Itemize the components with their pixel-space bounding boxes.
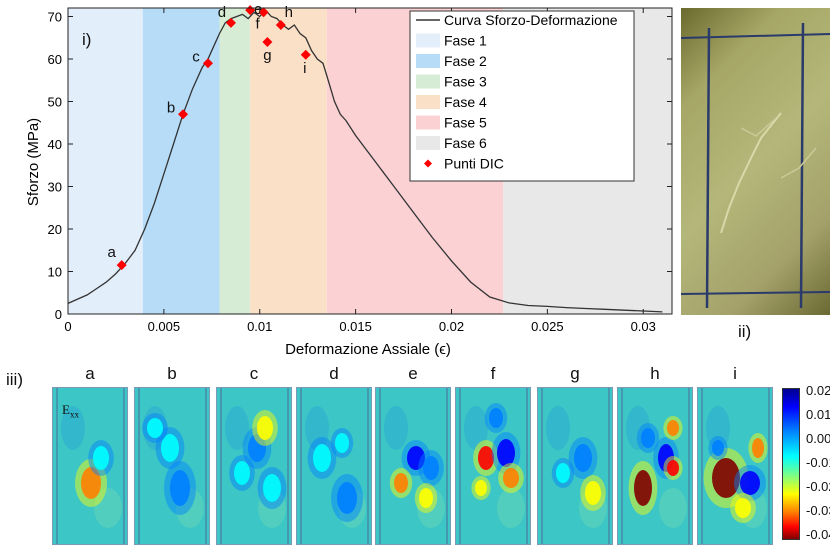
y-tick-label: 30 (48, 180, 62, 195)
panel-label-iii: iii) (6, 370, 23, 389)
legend-box (409, 10, 635, 182)
dic-map-letter-h: h (650, 364, 660, 383)
dic-map-letter-g: g (570, 364, 580, 383)
legend-label-dic: Punti DIC (444, 156, 504, 172)
plot-frame (67, 7, 673, 315)
legend-swatch-phase-6 (416, 136, 440, 150)
dic-map-letter-b: b (167, 364, 177, 383)
exx-sub: xx (69, 409, 79, 420)
dic-map-i (697, 387, 773, 545)
legend-label-phase-1: Fase 1 (444, 33, 487, 49)
x-tick-label: 0 (64, 319, 71, 334)
y-tick-label: 70 (48, 10, 62, 25)
dic-map-letter-i: i (733, 364, 737, 383)
dic-point-label-d: d (218, 4, 226, 21)
phase-band-3 (219, 8, 251, 314)
x-tick-label: 0.01 (247, 319, 272, 334)
stress-strain-curve (67, 9, 663, 313)
legend-swatch-phase-1 (416, 33, 440, 48)
dic-map-letter-e: e (408, 364, 418, 383)
colorbar-tick-label: 0.00 (806, 431, 830, 446)
curve-layer (67, 9, 663, 313)
dic-point-b (178, 109, 189, 120)
phase-band-1 (68, 8, 143, 314)
dic-map-a (52, 387, 128, 545)
specimen-photo (681, 8, 830, 315)
x-tick-label: 0.015 (339, 319, 372, 334)
y-axis-label: Sforzo (MPa) (25, 118, 42, 206)
y-tick-label: 50 (48, 95, 62, 110)
dic-map-letter-f: f (490, 364, 496, 383)
dic-point-g (262, 37, 273, 47)
dic-points-layer: a b c d efg h i (108, 1, 311, 271)
y-tick-label: 0 (55, 307, 62, 322)
legend-swatch-phase-5 (416, 115, 440, 130)
x-tick-label: 0.025 (531, 319, 564, 334)
x-tick-label: 0.03 (631, 319, 656, 334)
panel-label-i: i) (82, 30, 92, 49)
dic-map-letter-d: d (329, 364, 339, 383)
x-tick-label: 0.005 (148, 319, 181, 334)
dic-point-c (202, 58, 213, 69)
dic-point-f (258, 7, 269, 18)
colorbar (782, 388, 800, 540)
dic-point-i (300, 49, 311, 60)
y-tick-label: 20 (48, 222, 62, 237)
dic-point-a (116, 260, 127, 271)
dic-map-letter-c: c (249, 364, 259, 383)
panel-label-ii: ii) (738, 322, 752, 341)
dic-map-c (216, 387, 292, 545)
legend-swatch-dic (424, 159, 432, 168)
dic-point-label-e: e (254, 1, 262, 18)
dic-map-b (134, 387, 210, 545)
dic-map-e (375, 387, 451, 545)
dic-point-label-h: h (285, 4, 293, 21)
x-tick-label: 0.02 (439, 319, 464, 334)
legend: Curva Sforzo-Deformazione Fase 1 Fase 2 Fas… (409, 10, 635, 182)
dic-point-d (225, 17, 236, 28)
dic-map-g (537, 387, 613, 545)
legend-label-curve: Curva Sforzo-Deformazione (444, 12, 618, 28)
y-tick-label: 40 (48, 137, 62, 152)
phase-band-4 (250, 8, 327, 314)
colorbar-tick-label: 0.01 (806, 407, 830, 422)
dic-point-label-g: g (263, 47, 271, 64)
exx-main: E (62, 402, 70, 417)
y-tick-label: 10 (48, 265, 62, 280)
legend-label-phase-6: Fase 6 (444, 135, 487, 151)
colorbar-tick-label: -0.04 (806, 527, 830, 542)
legend-label-phase-5: Fase 5 (444, 115, 487, 131)
dic-point-label-c: c (192, 48, 200, 65)
dic-map-f (455, 387, 531, 545)
dic-map-letter-a: a (85, 364, 95, 383)
colorbar-tick-label: -0.01 (806, 455, 830, 470)
colorbar-tick-label: 0.02 (806, 383, 830, 398)
dic-point-label-f: f (255, 15, 260, 32)
legend-label-phase-3: Fase 3 (444, 74, 487, 90)
phase-band-2 (142, 8, 220, 314)
dic-point-label-i: i (303, 60, 306, 77)
exx-label: Exx (62, 402, 79, 420)
legend-swatch-phase-3 (416, 74, 440, 89)
legend-label-phase-2: Fase 2 (444, 53, 487, 69)
x-axis-label: Deformazione Assiale (ϵ) (285, 341, 451, 358)
colorbar-tick-label: -0.03 (806, 503, 830, 518)
legend-swatch-phase-2 (416, 54, 440, 68)
dic-point-label-a: a (108, 244, 117, 261)
dic-point-h (275, 20, 286, 30)
colorbar-tick-label: -0.02 (806, 479, 830, 494)
legend-label-phase-4: Fase 4 (444, 94, 487, 110)
dic-map-h (617, 387, 693, 545)
stress-strain-chart: a b c d efg h i 0 0.005 0.01 0.015 0.02 0.025 0.03 0 1… (25, 1, 673, 358)
axes: 0 0.005 0.01 0.015 0.02 0.025 0.03 0 10 20 30 40 50 6… (48, 7, 673, 334)
legend-swatch-phase-4 (416, 95, 440, 109)
y-tick-label: 60 (48, 52, 62, 67)
dic-point-label-b: b (167, 99, 175, 116)
dic-map-d (296, 387, 372, 545)
